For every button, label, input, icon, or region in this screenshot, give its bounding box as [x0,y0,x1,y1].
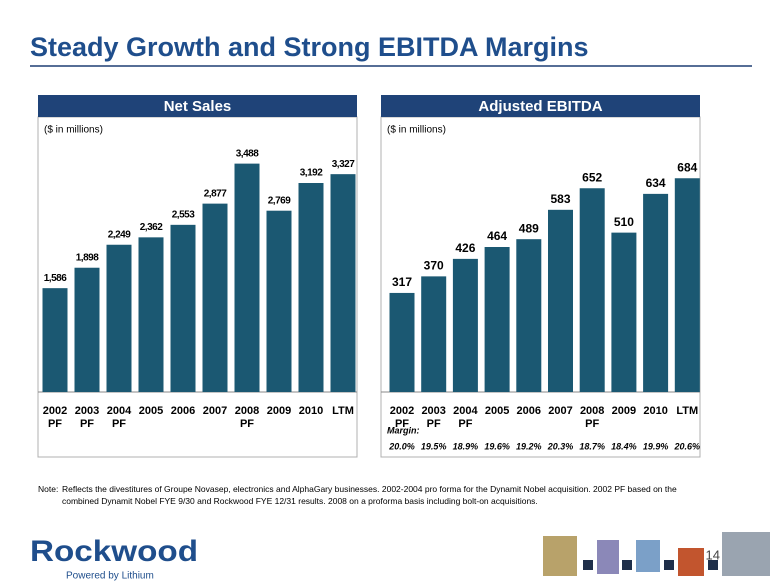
thumbnails [543,532,770,576]
x-tick-label: 2004 PF [453,405,478,430]
bar [330,174,356,392]
value-label: 684 [677,160,697,174]
note: Note: Reflects the divestitures of Group… [38,483,678,507]
margin-title: Margin: [387,425,420,435]
bar [74,267,100,392]
bar [421,276,447,392]
value-label: 634 [646,176,666,190]
x-tick-label: 2002 PF [389,405,415,430]
bar [643,193,669,392]
x-tick-label: 2002 PF [42,405,68,430]
panel-subtitle: ($ in millions) [44,125,103,136]
note-text: Reflects the divestitures of Groupe Nova… [62,484,677,506]
margin-label: 20.3% [547,441,574,451]
x-tick-label: 2009 [266,405,292,417]
bar [234,163,260,392]
value-label: 3,327 [332,159,355,170]
slide-title: Steady Growth and Strong EBITDA Margins [30,32,589,62]
bar [202,203,228,392]
value-label: 1,898 [76,252,99,263]
x-tick-label: 2007 [202,405,228,417]
bar [170,224,196,392]
margin-label: 18.4% [611,441,637,451]
margin-label: 19.2% [516,441,542,451]
value-label: 426 [455,241,475,255]
x-tick-label: 2003 PF [421,405,446,430]
x-tick-label: 2006 [516,405,542,417]
bar [266,210,292,392]
value-label: 652 [582,170,602,184]
x-tick-label: LTM [332,405,354,417]
margin-label: 19.6% [484,441,510,451]
x-tick-label: 2005 [484,405,510,417]
value-label: 370 [424,259,444,273]
x-tick-label: 2003 PF [74,405,100,430]
x-tick-label: 2008 PF [579,405,605,430]
value-label: 464 [487,229,507,243]
panel-title: Net Sales [164,98,232,115]
x-tick-label: 2010 [643,405,668,417]
bar [389,292,415,392]
bar [106,244,132,392]
bar [579,188,605,392]
value-label: 489 [519,221,539,235]
x-tick-label: 2008 PF [234,405,260,430]
margin-label: 19.5% [421,441,447,451]
panel-header [38,95,357,117]
value-label: 510 [614,215,634,229]
bar [138,237,164,392]
value-label: 2,769 [268,195,291,206]
value-label: 2,249 [108,229,131,240]
note-label: Note: [38,484,59,494]
bar [42,288,68,392]
panel-subtitle: ($ in millions) [387,125,446,136]
x-tick-label: 2010 [298,405,324,417]
value-label: 1,586 [44,273,67,284]
value-label: 2,362 [140,222,163,233]
x-tick-label: LTM [676,405,699,417]
x-tick-label: 2006 [170,405,196,417]
value-label: 317 [392,275,412,289]
margin-label: 18.7% [579,441,605,451]
panel-header [381,95,700,117]
x-tick-label: 2004 PF [106,405,132,430]
bar [674,178,700,392]
logo-name: Rockwood [30,535,198,568]
value-label: 583 [550,192,570,206]
panel-title: Adjusted EBITDA [478,98,602,115]
margin-label: 18.9% [453,441,479,451]
page-number: 14 [706,547,720,562]
logo-tagline: Powered by Lithium [66,571,154,582]
margin-label: 20.6% [674,441,701,451]
bar [298,183,324,392]
value-label: 2,553 [172,209,195,220]
x-tick-label: 2009 [611,405,637,417]
x-tick-label: 2005 [138,405,164,417]
bar [452,258,478,392]
bar [516,239,542,392]
x-tick-label: 2007 [548,405,573,417]
margin-label: 19.9% [643,441,669,451]
bar [484,247,510,392]
bar [611,232,637,392]
margin-label: 20.0% [388,441,415,451]
bar [548,209,573,392]
value-label: 2,877 [204,188,227,199]
value-label: 3,488 [236,148,259,159]
value-label: 3,192 [300,168,323,179]
